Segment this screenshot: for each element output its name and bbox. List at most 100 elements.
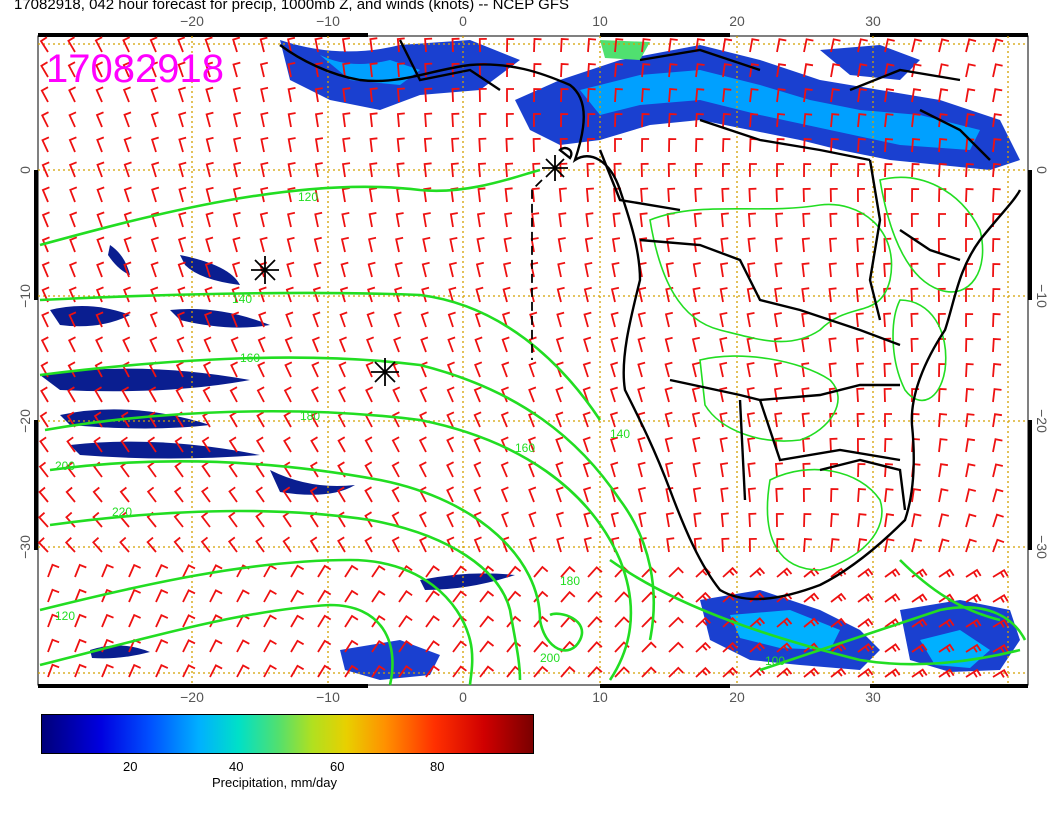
wind-barb xyxy=(232,36,241,53)
wind-barb xyxy=(182,664,196,678)
wind-barb xyxy=(965,88,976,103)
wind-barb xyxy=(371,564,386,578)
wind-barb xyxy=(204,36,213,53)
wind-barb xyxy=(369,112,378,128)
wind-barb xyxy=(317,589,332,603)
wind-barb xyxy=(365,386,374,403)
wind-barb xyxy=(92,486,103,503)
wind-barb xyxy=(364,486,373,503)
wind-barb xyxy=(473,486,482,503)
wind-barb xyxy=(749,88,759,103)
wind-barb xyxy=(342,137,351,153)
asterisk-markers xyxy=(251,155,568,386)
wind-barb xyxy=(775,487,784,503)
wind-barb xyxy=(47,613,60,628)
wind-barb xyxy=(938,88,949,103)
wind-barb xyxy=(803,163,812,178)
wind-barb xyxy=(721,163,730,178)
wind-barb xyxy=(368,187,378,203)
wind-barb xyxy=(884,138,893,153)
wind-barb xyxy=(479,615,495,628)
contour-label: 200 xyxy=(540,651,560,665)
wind-barb xyxy=(691,386,700,403)
wind-barb xyxy=(287,87,296,103)
wind-barb xyxy=(260,137,269,153)
lon-labels-top: −20 −10 0 10 20 30 xyxy=(180,13,881,29)
wind-barb xyxy=(720,212,729,228)
wind-barb xyxy=(150,111,159,128)
wind-barb xyxy=(96,186,105,203)
wind-barb xyxy=(342,112,351,128)
wind-barb xyxy=(65,511,76,528)
lon-tick: 0 xyxy=(459,689,467,705)
wind-barb xyxy=(883,287,892,303)
wind-barb xyxy=(506,565,522,578)
wind-barb xyxy=(41,136,50,153)
wind-barb xyxy=(719,462,729,478)
wind-barb xyxy=(501,361,510,378)
wind-barb xyxy=(421,261,430,278)
wind-barb xyxy=(398,565,413,578)
wind-barb xyxy=(749,567,766,578)
wind-barb xyxy=(203,336,212,353)
wind-barb xyxy=(369,62,378,78)
wind-barb xyxy=(173,536,184,553)
wind-barb xyxy=(609,436,619,453)
wind-barb xyxy=(776,63,787,78)
wind-barb xyxy=(446,436,455,453)
wind-barb xyxy=(396,112,405,128)
wind-barb xyxy=(938,538,950,553)
wind-barb xyxy=(857,38,868,53)
wind-barb xyxy=(557,261,566,278)
wind-barb xyxy=(340,236,350,253)
wind-barb xyxy=(965,388,975,403)
lon-tick: 30 xyxy=(865,689,881,705)
lon-labels-bottom: −20 −10 0 10 20 30 xyxy=(180,689,881,705)
wind-barb xyxy=(691,411,701,428)
wind-barb xyxy=(722,138,731,153)
wind-barb xyxy=(583,286,592,303)
wind-barb xyxy=(668,566,684,578)
wind-barb xyxy=(230,336,239,353)
wind-barb xyxy=(828,262,837,278)
wind-barb xyxy=(666,537,675,553)
wind-barb xyxy=(421,286,430,303)
wind-barb xyxy=(396,37,405,53)
wind-barb xyxy=(478,137,487,153)
wind-barb xyxy=(583,336,592,353)
wind-barb xyxy=(965,413,975,428)
wind-barb xyxy=(229,411,238,428)
wind-barb xyxy=(391,511,400,528)
wind-barb xyxy=(310,436,319,453)
wind-barb xyxy=(747,262,756,278)
wind-barb xyxy=(177,61,186,78)
wind-barb xyxy=(344,589,359,603)
wind-barb xyxy=(66,436,76,453)
wind-barb xyxy=(260,111,269,128)
wind-barb xyxy=(527,436,536,453)
wind-barb xyxy=(828,387,837,403)
wind-barb xyxy=(227,536,238,553)
asterisk-marker xyxy=(371,358,399,386)
wind-barb xyxy=(232,86,241,103)
wind-barb xyxy=(201,486,211,503)
wind-barb xyxy=(95,111,104,128)
wind-barb xyxy=(830,163,839,178)
wind-barb xyxy=(531,187,540,203)
wind-barb xyxy=(855,312,864,328)
wind-barb xyxy=(614,113,623,128)
wind-barb xyxy=(398,615,413,628)
wind-barb xyxy=(883,362,892,378)
wind-barb xyxy=(259,236,268,253)
wind-barb xyxy=(393,311,402,328)
wind-barb xyxy=(473,386,482,403)
wind-barb xyxy=(965,463,976,478)
wind-barb xyxy=(746,312,755,328)
wind-barb xyxy=(533,665,549,678)
wind-barb xyxy=(694,163,703,178)
wind-barb xyxy=(229,386,238,403)
wind-barb xyxy=(992,113,1002,128)
wind-barb xyxy=(39,36,49,53)
wind-barb xyxy=(205,86,214,103)
wind-barb xyxy=(556,536,565,553)
